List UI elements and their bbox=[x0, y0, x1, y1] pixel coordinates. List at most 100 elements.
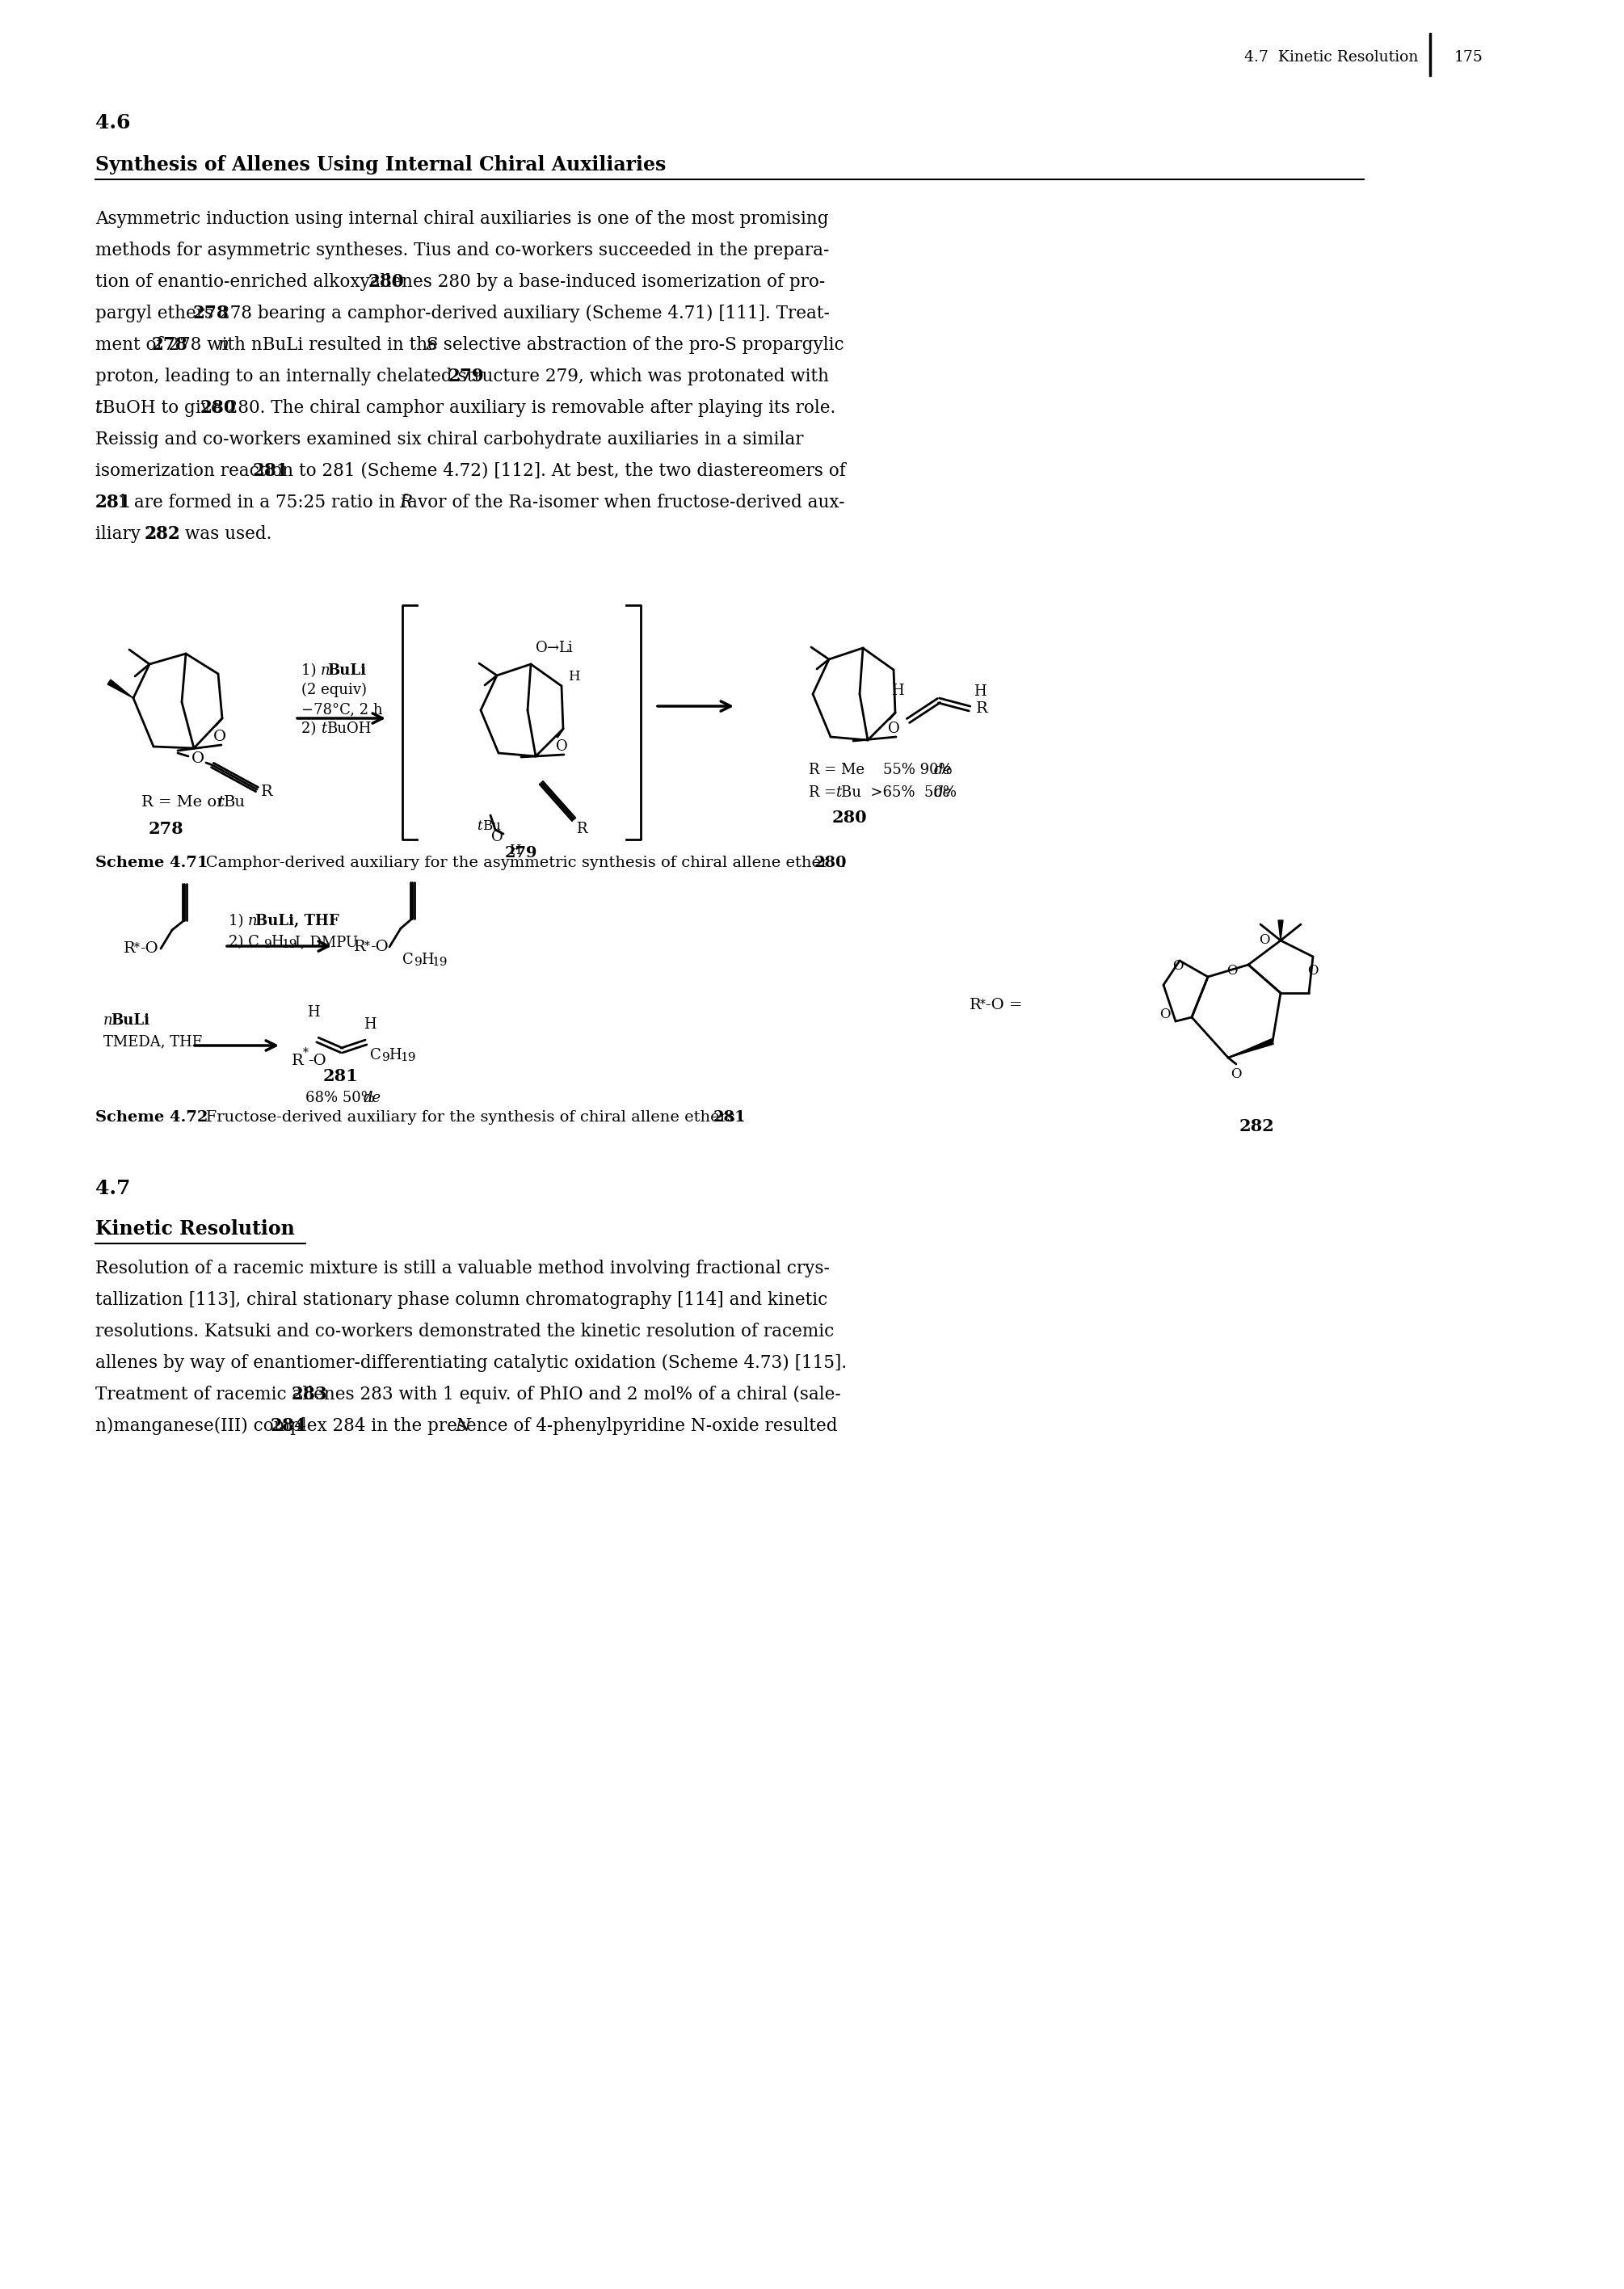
Text: allenes by way of enantiomer-differentiating catalytic oxidation (Scheme 4.73) [: allenes by way of enantiomer-differentia… bbox=[96, 1355, 846, 1371]
Text: 280: 280 bbox=[200, 398, 237, 417]
Text: t: t bbox=[477, 819, 482, 833]
Text: R =: R = bbox=[809, 785, 841, 799]
Text: R: R bbox=[976, 700, 987, 716]
Text: tBuOH to give 280. The chiral camphor auxiliary is removable after playing its r: tBuOH to give 280. The chiral camphor au… bbox=[96, 398, 836, 417]
Text: H: H bbox=[421, 952, 434, 968]
Text: *: * bbox=[304, 1046, 309, 1058]
Text: n)manganese(III) complex 284 in the presence of 4-phenylpyridine N-oxide resulte: n)manganese(III) complex 284 in the pres… bbox=[96, 1417, 838, 1435]
Text: 281: 281 bbox=[253, 462, 289, 481]
Text: 280: 280 bbox=[814, 856, 848, 870]
Text: pargyl ethers 278 bearing a camphor-derived auxiliary (Scheme 4.71) [111]. Treat: pargyl ethers 278 bearing a camphor-deri… bbox=[96, 304, 830, 323]
Text: 282: 282 bbox=[145, 524, 180, 542]
Text: N: N bbox=[455, 1417, 471, 1435]
Text: tallization [113], chiral stationary phase column chromatography [114] and kinet: tallization [113], chiral stationary pha… bbox=[96, 1291, 828, 1309]
Text: O: O bbox=[1259, 934, 1270, 948]
Text: R: R bbox=[261, 785, 273, 799]
Text: 279: 279 bbox=[505, 847, 538, 861]
Text: R: R bbox=[970, 998, 981, 1012]
Text: R: R bbox=[400, 494, 412, 510]
Text: H: H bbox=[974, 684, 986, 698]
Text: Treatment of racemic allenes 283 with 1 equiv. of PhIO and 2 mol% of a chiral (s: Treatment of racemic allenes 283 with 1 … bbox=[96, 1385, 841, 1403]
Text: .: . bbox=[739, 1110, 744, 1124]
Text: n: n bbox=[248, 913, 258, 929]
Text: 175: 175 bbox=[1455, 50, 1483, 64]
Text: H: H bbox=[364, 1016, 377, 1032]
Text: H: H bbox=[388, 1048, 401, 1062]
Text: 284: 284 bbox=[270, 1417, 307, 1435]
Text: 280: 280 bbox=[200, 398, 237, 417]
Text: BuLi: BuLi bbox=[326, 664, 365, 678]
Text: *: * bbox=[979, 998, 986, 1009]
Text: 281 are formed in a 75:25 ratio in favor of the Ra-isomer when fructose-derived : 281 are formed in a 75:25 ratio in favor… bbox=[96, 494, 844, 510]
Text: H: H bbox=[271, 934, 283, 950]
Text: de: de bbox=[364, 1092, 382, 1106]
Text: O: O bbox=[1226, 964, 1237, 977]
Text: Camphor-derived auxiliary for the asymmetric synthesis of chiral allene ether: Camphor-derived auxiliary for the asymme… bbox=[190, 856, 833, 870]
Text: de: de bbox=[934, 785, 952, 799]
Text: H: H bbox=[568, 668, 580, 682]
Text: BuLi, THF: BuLi, THF bbox=[255, 913, 339, 929]
Text: H: H bbox=[307, 1005, 320, 1019]
Text: R: R bbox=[577, 822, 586, 835]
Text: Scheme 4.71: Scheme 4.71 bbox=[96, 856, 208, 870]
Text: *: * bbox=[135, 943, 140, 955]
Text: .: . bbox=[840, 856, 846, 870]
Text: 283: 283 bbox=[291, 1385, 326, 1403]
Text: 278: 278 bbox=[151, 336, 187, 355]
Text: Reissig and co-workers examined six chiral carbohydrate auxiliaries in a similar: Reissig and co-workers examined six chir… bbox=[96, 430, 804, 449]
Text: 4.7: 4.7 bbox=[96, 1179, 130, 1197]
Text: O: O bbox=[1173, 959, 1184, 973]
Text: Kinetic Resolution: Kinetic Resolution bbox=[96, 1220, 294, 1238]
Text: 281: 281 bbox=[713, 1110, 747, 1124]
Text: tion of enantio-enriched alkoxyallenes 280 by a base-induced isomerization of pr: tion of enantio-enriched alkoxyallenes 2… bbox=[96, 272, 825, 291]
Text: 281: 281 bbox=[96, 494, 132, 510]
Text: -O =: -O = bbox=[986, 998, 1023, 1012]
Text: 284: 284 bbox=[270, 1417, 307, 1435]
Text: 281: 281 bbox=[323, 1069, 357, 1085]
Text: O: O bbox=[192, 751, 205, 767]
Text: Asymmetric induction using internal chiral auxiliaries is one of the most promis: Asymmetric induction using internal chir… bbox=[96, 211, 828, 229]
Text: Synthesis of Allenes Using Internal Chiral Auxiliaries: Synthesis of Allenes Using Internal Chir… bbox=[96, 156, 666, 174]
Text: −78°C, 2 h: −78°C, 2 h bbox=[302, 703, 383, 716]
Text: TMEDA, THF: TMEDA, THF bbox=[104, 1035, 203, 1048]
Text: 9: 9 bbox=[265, 938, 273, 950]
Text: 280: 280 bbox=[831, 810, 867, 826]
Text: Resolution of a racemic mixture is still a valuable method involving fractional : Resolution of a racemic mixture is still… bbox=[96, 1259, 830, 1277]
Text: 278: 278 bbox=[151, 336, 187, 355]
Text: R: R bbox=[354, 941, 365, 955]
Text: Bu: Bu bbox=[482, 819, 500, 833]
Text: R: R bbox=[400, 494, 412, 510]
Text: O: O bbox=[490, 831, 503, 845]
Text: H: H bbox=[892, 684, 905, 698]
Text: n: n bbox=[322, 664, 330, 678]
Text: n: n bbox=[104, 1014, 112, 1028]
Text: BuOH: BuOH bbox=[326, 721, 372, 737]
Text: t: t bbox=[835, 785, 841, 799]
Text: isomerization reaction to 281 (Scheme 4.72) [112]. At best, the two diastereomer: isomerization reaction to 281 (Scheme 4.… bbox=[96, 462, 846, 481]
Text: 278: 278 bbox=[148, 822, 184, 838]
Text: R: R bbox=[123, 941, 135, 957]
Text: 278: 278 bbox=[193, 304, 229, 323]
Text: 279: 279 bbox=[448, 369, 484, 385]
Text: R = Me or: R = Me or bbox=[141, 794, 229, 810]
Text: t: t bbox=[322, 721, 326, 737]
Text: 4.6: 4.6 bbox=[96, 112, 130, 133]
Text: O: O bbox=[1307, 964, 1319, 977]
Text: O: O bbox=[536, 641, 547, 655]
Text: Bu: Bu bbox=[224, 794, 245, 810]
Text: →: → bbox=[547, 641, 560, 655]
Text: C: C bbox=[403, 952, 414, 968]
Text: (2 equiv): (2 equiv) bbox=[302, 682, 367, 698]
Text: -O: -O bbox=[309, 1053, 326, 1069]
Polygon shape bbox=[107, 680, 133, 698]
Text: S: S bbox=[425, 336, 437, 355]
Text: -O: -O bbox=[140, 941, 158, 957]
Text: -O: -O bbox=[370, 941, 388, 955]
Text: 283: 283 bbox=[291, 1385, 326, 1403]
Text: *: * bbox=[364, 941, 370, 952]
Text: n: n bbox=[218, 336, 229, 355]
Text: proton, leading to an internally chelated structure 279, which was protonated wi: proton, leading to an internally chelate… bbox=[96, 369, 828, 385]
Text: Li: Li bbox=[559, 641, 573, 655]
Text: Fructose-derived auxiliary for the synthesis of chiral allene ethers: Fructose-derived auxiliary for the synth… bbox=[190, 1110, 741, 1124]
Text: de: de bbox=[934, 762, 952, 778]
